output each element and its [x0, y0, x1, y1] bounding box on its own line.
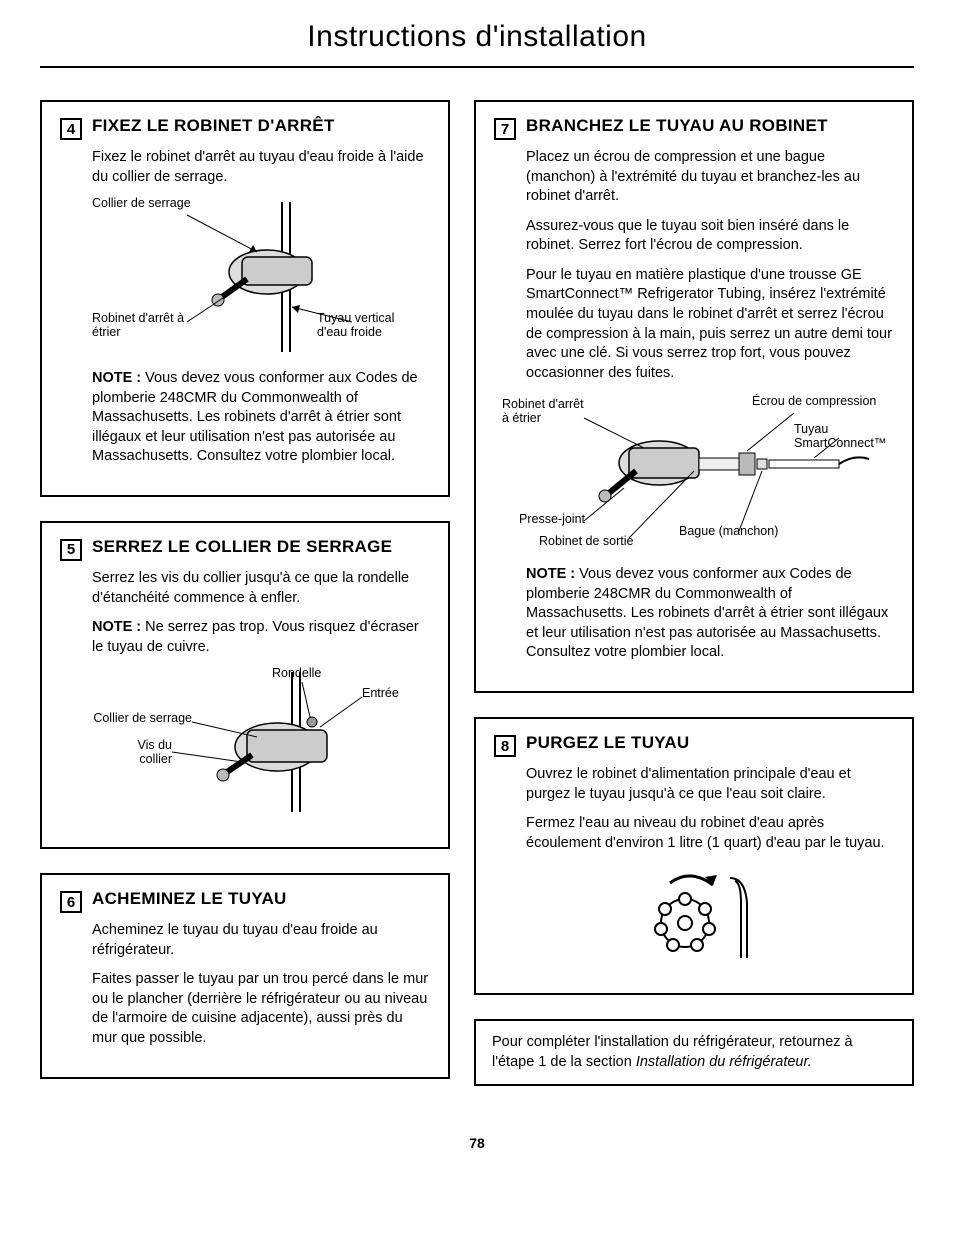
page-title: Instructions d'installation — [40, 20, 914, 68]
diagram-label: Rondelle — [272, 667, 321, 681]
step-title: BRANCHEZ LE TUYAU AU ROBINET — [526, 116, 828, 136]
diagram-label: Tuyau vertical d'eau froide — [317, 312, 407, 340]
step-8: 8 PURGEZ LE TUYAU Ouvrez le robinet d'al… — [474, 717, 914, 995]
step-text: Faites passer le tuyau par un trou percé… — [92, 970, 430, 1048]
step-title: FIXEZ LE ROBINET D'ARRÊT — [92, 116, 335, 136]
step-number: 4 — [60, 118, 82, 140]
step-number: 6 — [60, 891, 82, 913]
step-text: Ouvrez le robinet d'alimentation princip… — [526, 765, 894, 804]
step-7-diagram: Robinet d'arrêt à étrier Écrou de compre… — [494, 393, 894, 553]
step-text: Pour le tuyau en matière plastique d'une… — [526, 266, 894, 383]
step-title: SERREZ LE COLLIER DE SERRAGE — [92, 537, 392, 557]
step-6: 6 ACHEMINEZ LE TUYAU Acheminez le tuyau … — [40, 873, 450, 1078]
page-number: 78 — [40, 1135, 914, 1151]
step-number: 8 — [494, 735, 516, 757]
step-note: NOTE : Vous devez vous conformer aux Cod… — [92, 369, 430, 467]
diagram-label: Entrée — [362, 687, 399, 701]
step-number: 7 — [494, 118, 516, 140]
diagram-label: Robinet d'arrêt à étrier — [92, 312, 187, 340]
step-5-diagram: Rondelle Entrée Collier de serrage Vis d… — [92, 667, 430, 817]
content-columns: 4 FIXEZ LE ROBINET D'ARRÊT Fixez le robi… — [40, 100, 914, 1103]
diagram-label: Robinet de sortie — [539, 535, 634, 549]
step-note: NOTE : Ne serrez pas trop. Vous risquez … — [92, 618, 430, 657]
diagram-label: Presse-joint — [519, 513, 585, 527]
left-column: 4 FIXEZ LE ROBINET D'ARRÊT Fixez le robi… — [40, 100, 450, 1103]
step-text: Acheminez le tuyau du tuyau d'eau froide… — [92, 921, 430, 960]
step-8-diagram — [526, 863, 894, 963]
step-7: 7 BRANCHEZ LE TUYAU AU ROBINET Placez un… — [474, 100, 914, 693]
step-text: Placez un écrou de compression et une ba… — [526, 148, 894, 207]
step-text: Fixez le robinet d'arrêt au tuyau d'eau … — [92, 148, 430, 187]
step-number: 5 — [60, 539, 82, 561]
step-text: Fermez l'eau au niveau du robinet d'eau … — [526, 814, 894, 853]
diagram-label: Tuyau SmartConnect™ — [794, 423, 894, 451]
step-title: PURGEZ LE TUYAU — [526, 733, 690, 753]
step-4-diagram: Collier de serrage Robinet d'arrêt à étr… — [92, 197, 430, 357]
completion-note: Pour compléter l'installation du réfrigé… — [474, 1019, 914, 1086]
step-5: 5 SERREZ LE COLLIER DE SERRAGE Serrez le… — [40, 521, 450, 849]
diagram-label: Bague (manchon) — [679, 525, 778, 539]
diagram-label: Robinet d'arrêt à étrier — [502, 398, 592, 426]
step-text: Assurez-vous que le tuyau soit bien insé… — [526, 217, 894, 256]
right-column: 7 BRANCHEZ LE TUYAU AU ROBINET Placez un… — [474, 100, 914, 1103]
diagram-label: Collier de serrage — [92, 712, 192, 726]
step-note: NOTE : Vous devez vous conformer aux Cod… — [526, 565, 894, 663]
diagram-label: Vis du collier — [122, 739, 172, 767]
step-4: 4 FIXEZ LE ROBINET D'ARRÊT Fixez le robi… — [40, 100, 450, 497]
diagram-label: Écrou de compression — [752, 395, 876, 409]
step-text: Serrez les vis du collier jusqu'à ce que… — [92, 569, 430, 608]
step-title: ACHEMINEZ LE TUYAU — [92, 889, 287, 909]
diagram-label: Collier de serrage — [92, 197, 191, 211]
